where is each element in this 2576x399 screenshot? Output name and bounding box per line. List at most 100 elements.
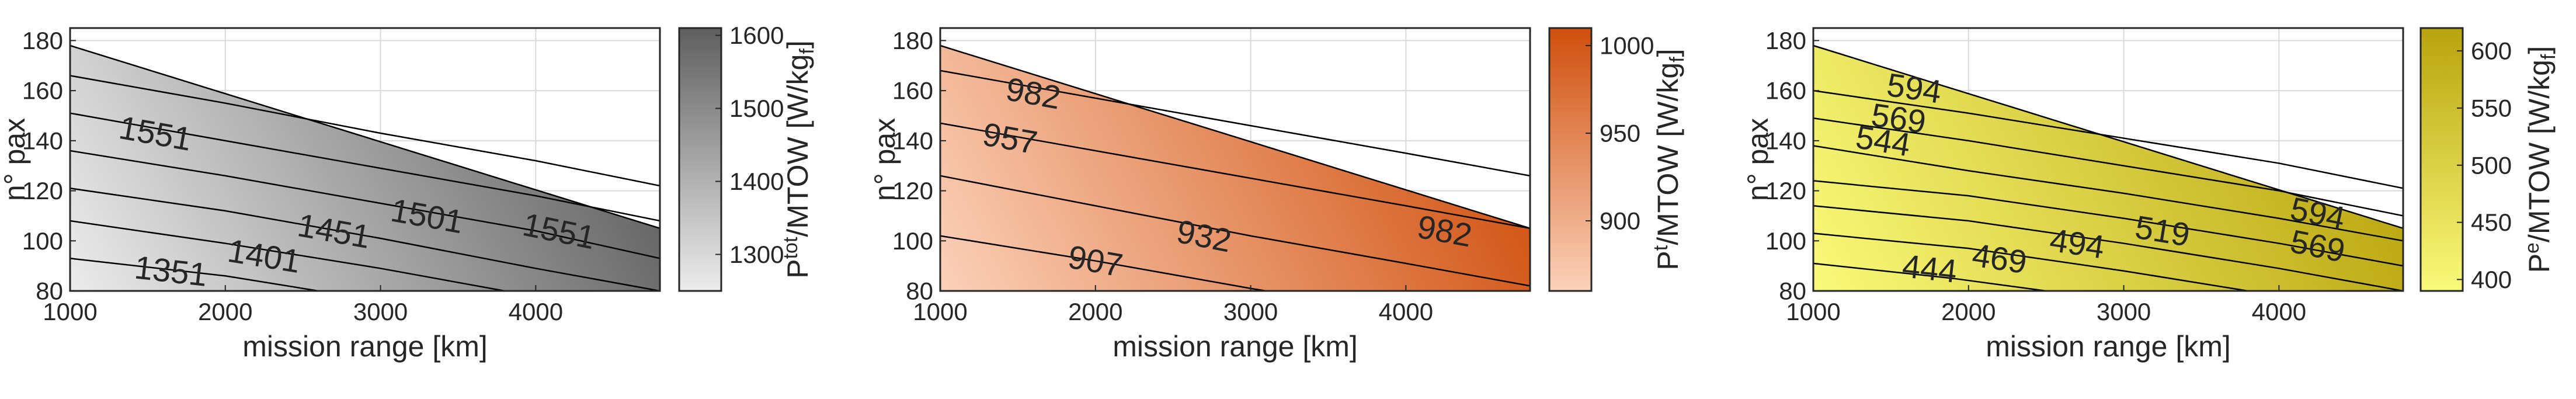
filled-region (1813, 46, 2403, 291)
colorbar-gradient (1548, 27, 1593, 292)
contour-line-519 (1813, 180, 2403, 267)
colorbar-gradient (678, 27, 722, 292)
contour-line-932 (940, 175, 1530, 287)
contour-line-1501 (70, 150, 660, 259)
colorbar-tick-label: 500 (2471, 151, 2512, 179)
x-tick-label: 3000 (1223, 298, 1278, 325)
y-tick-label: 140 (892, 127, 933, 154)
y-tick-label: 140 (22, 127, 63, 154)
x-axis-label: mission range [km] (242, 330, 488, 363)
x-axis-label: mission range [km] (1113, 330, 1358, 363)
y-tick-label: 120 (1765, 177, 1806, 204)
contour-line-1601 (70, 75, 660, 187)
axis-ticks: 1000 2000 3000 4000 80 100 120 140 160 180 (22, 27, 563, 325)
x-axis-label: mission range [km] (1986, 330, 2231, 363)
y-tick-label: 80 (906, 277, 933, 305)
filled-region (70, 46, 660, 291)
contour-line-494 (1813, 205, 2403, 291)
colorbar-tick-label: 450 (2471, 209, 2512, 236)
contour-line-544 (1813, 145, 2403, 242)
contour-line-569 (1813, 117, 2403, 217)
contour-label-594: 594 (1885, 66, 1944, 110)
y-tick-label: 160 (22, 77, 63, 105)
y-axis-label: n° pax (0, 118, 31, 201)
y-tick-label: 160 (1765, 77, 1806, 105)
x-tick-label: 4000 (509, 298, 563, 325)
x-tick-label: 2000 (198, 298, 252, 325)
colorbar-tick-label: 1500 (729, 95, 784, 122)
colorbar-tick-label: 950 (1600, 120, 1640, 147)
y-tick-label: 100 (1765, 227, 1806, 255)
colorbar-tick-label: 400 (2471, 266, 2512, 293)
x-tick-label: 1000 (913, 298, 967, 325)
contour-line-907 (940, 235, 1267, 291)
x-tick-label: 4000 (1379, 298, 1433, 325)
colorbar-tick-label: 600 (2471, 37, 2512, 65)
contour-line-1451 (70, 188, 660, 291)
y-tick-label: 80 (1779, 277, 1806, 305)
y-axis-label: n° pax (1741, 118, 1774, 201)
colorbar-tick-label: 1300 (729, 241, 784, 268)
filled-region (940, 46, 1530, 291)
contour-label-444: 444 (1901, 247, 1959, 290)
contours (70, 75, 660, 291)
x-tick-label: 1000 (43, 298, 97, 325)
colorbar-tick-label: 1000 (1600, 32, 1654, 60)
contour-label-1351: 1351 (133, 248, 209, 293)
plot-frame (69, 27, 661, 292)
contour-line-1401 (70, 220, 505, 291)
y-tick-label: 80 (36, 277, 63, 305)
x-tick-label: 3000 (2097, 298, 2151, 325)
axis-ticks: 1000 2000 3000 4000 80 100 120 140 160 180 (1765, 27, 2306, 325)
region-boundary (940, 44, 1531, 230)
y-tick-label: 140 (1765, 127, 1806, 154)
colorbar-label: Ptot/MTOW [W/kgf] (780, 40, 818, 278)
contour-line-469 (1813, 233, 2248, 291)
axis-ticks: 1000 2000 3000 4000 80 100 120 140 160 180 (892, 27, 1433, 325)
contour-line-982 (940, 70, 1530, 177)
y-tick-label: 100 (892, 227, 933, 255)
colorbar-label: Pe/MTOW [W/kgf] (2521, 46, 2560, 273)
colorbar-tick-label: 550 (2471, 94, 2512, 122)
colorbar-tick-label: 1600 (729, 22, 784, 49)
colorbar-gradient (2419, 27, 2464, 292)
x-tick-label: 2000 (1068, 298, 1122, 325)
x-tick-label: 1000 (1786, 298, 1840, 325)
region-boundary (69, 44, 660, 230)
plot-frame (939, 27, 1531, 292)
contour-label-544: 544 (1853, 118, 1913, 163)
y-tick-label: 180 (1765, 27, 1806, 54)
y-tick-label: 120 (892, 177, 933, 204)
contour-label-469: 469 (1970, 236, 2029, 280)
colorbar-tick-label: 900 (1600, 207, 1640, 235)
contours (940, 70, 1530, 291)
colorbar-label: Pt/MTOW [W/kgf] (1650, 48, 1688, 270)
y-tick-label: 180 (892, 27, 933, 54)
y-tick-label: 180 (22, 27, 63, 54)
contour-line-444 (1813, 262, 2046, 291)
contour-label-494: 494 (2047, 221, 2107, 266)
contour-label-569: 569 (1869, 96, 1928, 140)
colorbar-tick-label: 1400 (729, 168, 784, 195)
colorbar: 400 450 500 550 600 Pe/MTOW [W/kgf] (2419, 27, 2560, 293)
contour-label-519: 519 (2133, 209, 2192, 254)
x-tick-label: 3000 (353, 298, 408, 325)
y-tick-label: 120 (22, 177, 63, 204)
region-boundary (1813, 44, 2404, 230)
contour-line-1551 (70, 112, 660, 222)
y-tick-label: 160 (892, 77, 933, 105)
y-tick-label: 100 (22, 227, 63, 255)
x-tick-label: 4000 (2252, 298, 2306, 325)
contours (1813, 89, 2403, 291)
contour-line-957 (940, 122, 1530, 230)
contour-line-594 (1813, 89, 2403, 189)
